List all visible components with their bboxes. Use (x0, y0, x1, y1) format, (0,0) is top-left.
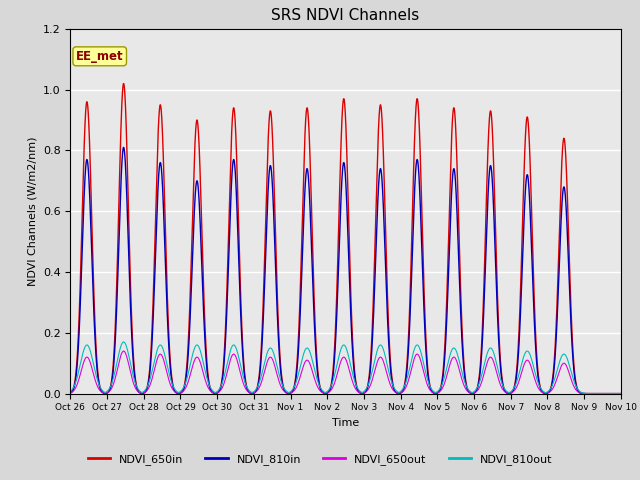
NDVI_650out (273, 370, 280, 375)
NDVI_650in (500, 384, 508, 390)
NDVI_810in (615, 391, 623, 396)
NDVI_650in (273, 266, 280, 272)
NDVI_810in (273, 290, 280, 296)
NDVI_810out (615, 391, 623, 396)
NDVI_650in (615, 391, 623, 396)
Line: NDVI_650out: NDVI_650out (70, 351, 621, 394)
NDVI_810out (617, 391, 625, 396)
NDVI_650out (184, 379, 192, 384)
NDVI_810in (179, 389, 186, 395)
Text: EE_met: EE_met (76, 50, 124, 63)
NDVI_650out (500, 388, 508, 394)
NDVI_810in (500, 386, 508, 392)
Line: NDVI_810in: NDVI_810in (70, 147, 621, 394)
Legend: NDVI_650in, NDVI_810in, NDVI_650out, NDVI_810out: NDVI_650in, NDVI_810in, NDVI_650out, NDV… (83, 450, 557, 469)
NDVI_650in (617, 391, 625, 396)
NDVI_650out (179, 389, 186, 395)
NDVI_810in (120, 144, 127, 150)
NDVI_810out (67, 389, 74, 395)
NDVI_810in (422, 341, 429, 347)
NDVI_810out (273, 361, 280, 367)
NDVI_650in (184, 341, 192, 347)
NDVI_810out (179, 386, 186, 392)
NDVI_810out (120, 339, 127, 345)
NDVI_810in (67, 390, 74, 396)
NDVI_650out (120, 348, 127, 354)
NDVI_810out (422, 369, 429, 375)
Y-axis label: NDVI Channels (W/m2/nm): NDVI Channels (W/m2/nm) (28, 136, 37, 286)
NDVI_650in (120, 81, 127, 86)
NDVI_650out (422, 377, 429, 383)
NDVI_810in (184, 352, 192, 358)
NDVI_650out (617, 391, 625, 396)
NDVI_650in (422, 328, 429, 334)
NDVI_810out (184, 371, 192, 376)
Line: NDVI_650in: NDVI_650in (70, 84, 621, 394)
NDVI_810out (500, 384, 508, 390)
NDVI_650in (179, 388, 186, 394)
Title: SRS NDVI Channels: SRS NDVI Channels (271, 9, 420, 24)
X-axis label: Time: Time (332, 418, 359, 428)
NDVI_810in (617, 391, 625, 396)
NDVI_650out (615, 391, 623, 396)
NDVI_650out (67, 390, 74, 396)
Line: NDVI_810out: NDVI_810out (70, 342, 621, 394)
NDVI_650in (67, 390, 74, 396)
